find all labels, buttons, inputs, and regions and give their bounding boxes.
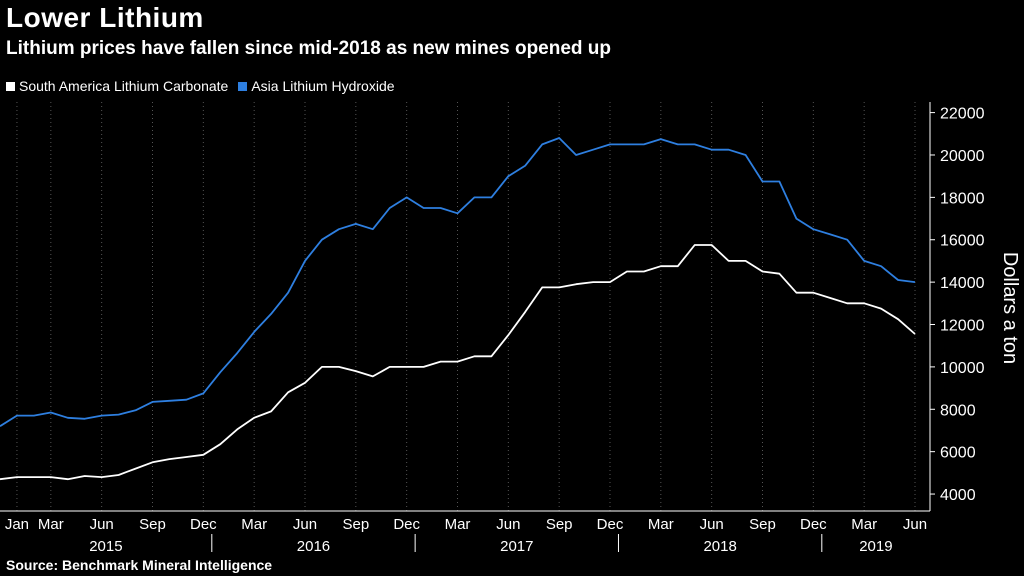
x-tick-label-2015-12: Dec — [190, 516, 217, 533]
grid-lines — [16, 102, 916, 511]
y-tick-label-18000: 18000 — [940, 190, 985, 207]
legend-label-carbonate: South America Lithium Carbonate — [19, 78, 229, 94]
x-tick-label-2016-12: Dec — [393, 516, 420, 533]
y-tick-label-12000: 12000 — [940, 318, 985, 335]
legend: South America Lithium Carbonate Asia Lit… — [6, 78, 395, 94]
y-tick-label-6000: 6000 — [940, 445, 976, 462]
x-tick-label-2018-03: Mar — [648, 516, 674, 533]
x-tick-label-2019-06: Jun — [903, 516, 927, 533]
x-tick-label-2019-03: Mar — [851, 516, 877, 533]
legend-swatch-hydroxide — [238, 81, 248, 91]
x-tick-label-2017-09: Sep — [546, 516, 573, 533]
x-tick-label-2015-03: Mar — [38, 516, 64, 533]
source-note: Source: Benchmark Mineral Intelligence — [6, 557, 273, 573]
legend-swatch-carbonate — [6, 81, 15, 91]
x-tick-label-2016-03: Mar — [241, 516, 267, 533]
x-tick-label-2016-09: Sep — [342, 516, 369, 533]
series-line-carbonate — [0, 244, 916, 481]
x-tick-label-2015-09: Sep — [139, 516, 166, 533]
x-year-label-2017: 2017 — [500, 538, 533, 555]
y-axis-label: Dollars a ton — [999, 252, 1021, 364]
x-year-label-2016: 2016 — [297, 538, 330, 555]
y-tick-label-10000: 10000 — [940, 360, 985, 377]
y-tick-label-14000: 14000 — [940, 275, 985, 292]
legend-label-hydroxide: Asia Lithium Hydroxide — [251, 78, 395, 94]
x-tick-label-2017-03: Mar — [445, 516, 471, 533]
series-lines — [0, 137, 916, 481]
chart-subtitle: Lithium prices have fallen since mid-201… — [6, 38, 612, 59]
y-tick-label-8000: 8000 — [940, 402, 976, 419]
x-year-label-2018: 2018 — [703, 538, 736, 555]
x-tick-label-2017-12: Dec — [597, 516, 624, 533]
y-tick-label-20000: 20000 — [940, 148, 985, 165]
y-tick-label-16000: 16000 — [940, 233, 985, 250]
y-tick-label-22000: 22000 — [940, 106, 985, 123]
x-tick-label-2018-09: Sep — [749, 516, 776, 533]
axes: Jan Mar Jun Sep Dec Mar Jun Sep Dec Mar Jun Sep Dec M… — [0, 102, 985, 555]
x-tick-label-2017-06: Jun — [496, 516, 520, 533]
x-tick-label-2015-01: Jan — [5, 516, 29, 533]
x-tick-label-2015-06: Jun — [90, 516, 114, 533]
x-year-label-2019: 2019 — [859, 538, 892, 555]
series-line-hydroxide — [0, 137, 916, 427]
x-year-label-2015: 2015 — [89, 538, 122, 555]
legend-item-carbonate: South America Lithium Carbonate — [6, 78, 228, 94]
x-tick-label-2018-12: Dec — [800, 516, 827, 533]
legend-item-hydroxide: Asia Lithium Hydroxide — [238, 78, 395, 94]
x-tick-label-2016-06: Jun — [293, 516, 317, 533]
x-tick-label-2018-06: Jun — [700, 516, 724, 533]
y-tick-label-4000: 4000 — [940, 487, 976, 504]
chart-title: Lower Lithium — [6, 2, 204, 33]
